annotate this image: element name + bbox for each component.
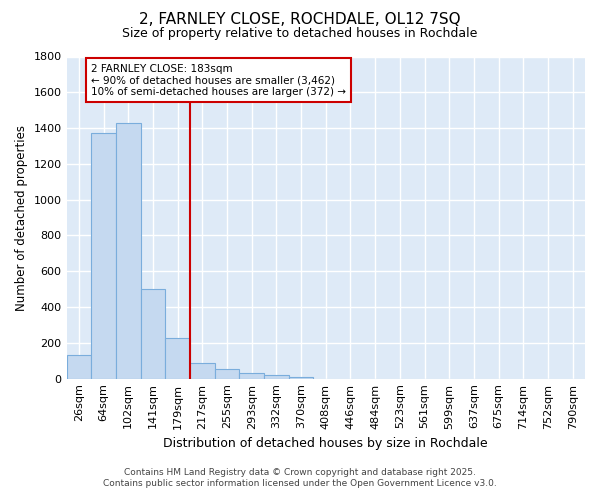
Bar	[264, 375, 289, 378]
Bar	[165, 338, 190, 378]
Text: Size of property relative to detached houses in Rochdale: Size of property relative to detached ho…	[122, 28, 478, 40]
Bar	[190, 362, 215, 378]
Text: 2 FARNLEY CLOSE: 183sqm
← 90% of detached houses are smaller (3,462)
10% of semi: 2 FARNLEY CLOSE: 183sqm ← 90% of detache…	[91, 64, 346, 97]
X-axis label: Distribution of detached houses by size in Rochdale: Distribution of detached houses by size …	[163, 437, 488, 450]
Bar	[289, 377, 313, 378]
Text: Contains HM Land Registry data © Crown copyright and database right 2025.
Contai: Contains HM Land Registry data © Crown c…	[103, 468, 497, 487]
Bar	[140, 289, 165, 378]
Bar	[239, 374, 264, 378]
Y-axis label: Number of detached properties: Number of detached properties	[15, 124, 28, 310]
Text: 2, FARNLEY CLOSE, ROCHDALE, OL12 7SQ: 2, FARNLEY CLOSE, ROCHDALE, OL12 7SQ	[139, 12, 461, 28]
Bar	[67, 356, 91, 378]
Bar	[91, 134, 116, 378]
Bar	[215, 369, 239, 378]
Bar	[116, 122, 140, 378]
